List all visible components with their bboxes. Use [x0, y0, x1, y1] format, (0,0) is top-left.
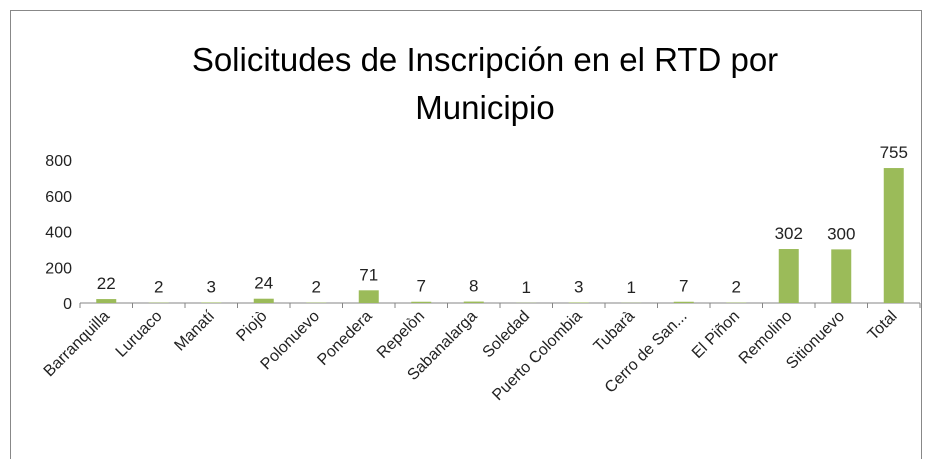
value-label: 3 [574, 277, 583, 296]
x-tick-label: Repelòn [374, 308, 428, 362]
x-tick-label: Soledad [480, 308, 534, 362]
x-tick-label: Luruaco [113, 308, 166, 361]
value-label: 2 [312, 278, 321, 297]
value-label: 22 [97, 274, 116, 293]
bar [253, 298, 274, 303]
value-label: 24 [254, 274, 273, 293]
value-label: 1 [627, 278, 636, 297]
value-label: 302 [775, 224, 803, 243]
x-tick-label: Puerto Colombia [489, 308, 585, 404]
y-tick-label: 600 [45, 189, 72, 206]
bar [568, 302, 589, 303]
bar [358, 290, 379, 303]
x-tick-label: Piojò [233, 308, 270, 345]
y-tick-label: 800 [45, 153, 72, 170]
bar [411, 301, 432, 303]
bar [201, 302, 222, 303]
value-label: 3 [207, 277, 216, 296]
x-tick-label: Tubarà [591, 308, 639, 356]
y-tick-label: 200 [45, 260, 72, 277]
x-tick-label: Manatí [171, 307, 218, 354]
bar [883, 168, 904, 303]
value-label: 300 [827, 224, 855, 243]
y-tick-label: 400 [45, 225, 72, 242]
bar [96, 299, 117, 303]
x-tick-label: Ponedera [314, 308, 375, 369]
value-label: 7 [679, 277, 688, 296]
bar [673, 301, 694, 303]
chart-border [10, 10, 922, 459]
value-label: 2 [154, 278, 163, 297]
x-tick-label: Barranquilla [41, 308, 113, 380]
value-label: 8 [469, 277, 478, 296]
bar [463, 301, 484, 303]
value-label: 755 [880, 143, 908, 162]
chart-title: Solicitudes de Inscripción en el RTD por… [191, 41, 779, 126]
x-tick-label: Total [865, 308, 901, 344]
bar [778, 249, 799, 303]
value-label: 7 [417, 277, 426, 296]
value-label: 2 [732, 278, 741, 297]
bar [831, 249, 852, 303]
value-label: 1 [522, 278, 531, 297]
value-label: 71 [359, 265, 378, 284]
x-tick-label: El Piñon [689, 308, 743, 362]
y-tick-label: 0 [63, 296, 72, 313]
